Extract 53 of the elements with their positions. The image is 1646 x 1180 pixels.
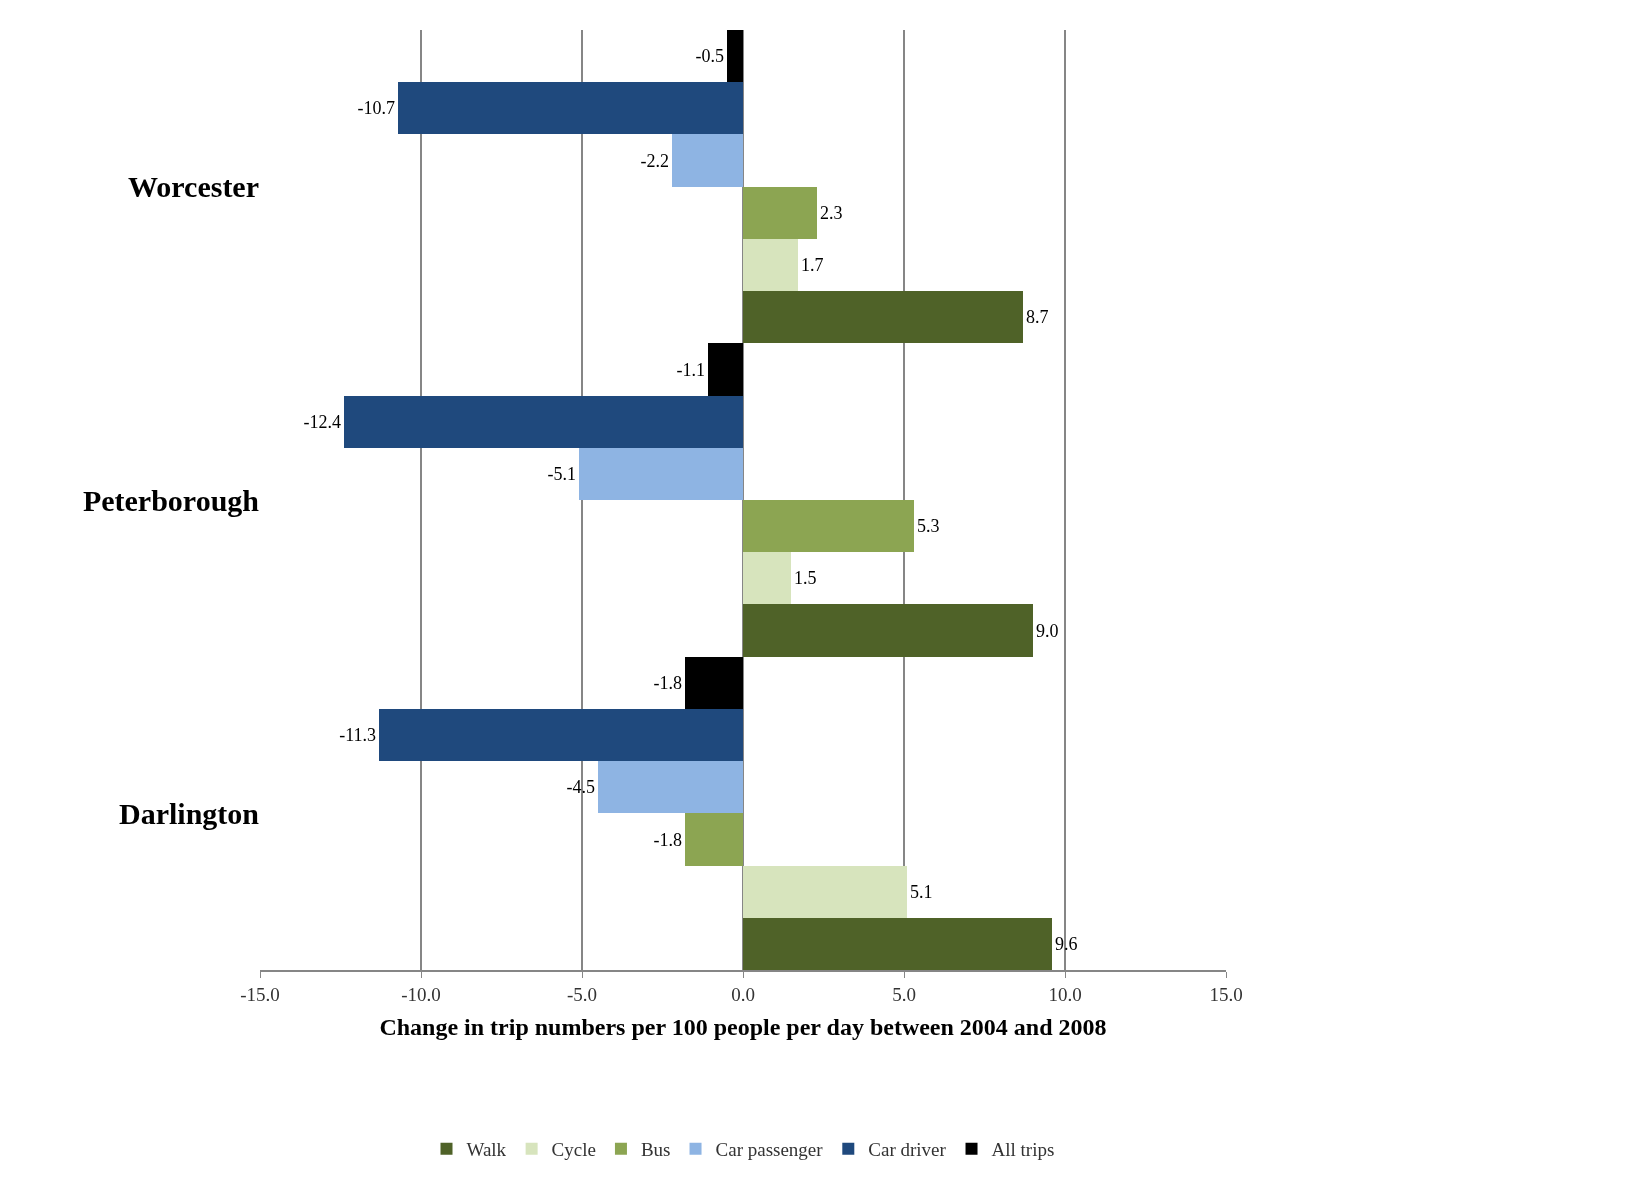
bar [727, 30, 743, 82]
bar [708, 343, 743, 396]
x-tick-label: -10.0 [401, 983, 441, 1005]
bar [685, 813, 743, 866]
bar [344, 396, 743, 448]
data-label: 5.3 [917, 516, 940, 536]
data-label: -1.8 [653, 829, 682, 850]
data-label: -12.4 [303, 412, 341, 432]
data-label: 1.7 [801, 255, 824, 275]
data-label: 9.6 [1055, 934, 1078, 954]
bar [379, 709, 743, 761]
bar [743, 552, 791, 604]
data-label: -11.3 [339, 725, 376, 745]
bar [743, 187, 817, 239]
data-label: -1.1 [676, 359, 705, 380]
bar [743, 604, 1033, 657]
data-label: -2.2 [640, 150, 669, 171]
x-tick-label: 0.0 [731, 983, 755, 1005]
data-label: -4.5 [566, 777, 595, 797]
legend-label: Car driver [868, 1139, 947, 1161]
legend-label: All trips [991, 1139, 1055, 1161]
y-tick-label: Worcester [127, 170, 259, 204]
x-tick-label: 5.0 [892, 983, 916, 1005]
bar [743, 291, 1023, 343]
bar [685, 657, 743, 709]
data-label: 2.3 [820, 203, 843, 223]
y-tick-label: Peterborough [82, 483, 260, 517]
y-tick-label: Darlington [118, 796, 260, 830]
bar [579, 448, 743, 500]
bar [743, 500, 914, 552]
data-label: -0.5 [695, 46, 724, 66]
data-label: 9.0 [1036, 620, 1059, 641]
x-tick-label: 10.0 [1048, 983, 1082, 1005]
bar [398, 82, 743, 134]
bar [743, 239, 798, 291]
x-tick-label: 15.0 [1209, 983, 1243, 1005]
legend-label: Cycle [551, 1139, 596, 1161]
data-label: -10.7 [357, 98, 395, 118]
data-label: 1.5 [794, 568, 817, 588]
data-label: -1.8 [653, 673, 682, 693]
bar [743, 866, 907, 918]
bar [598, 761, 743, 813]
x-tick-label: -15.0 [240, 983, 280, 1005]
x-tick-label: -5.0 [566, 983, 598, 1005]
data-label: 8.7 [1026, 307, 1049, 327]
x-axis-title: Change in trip numbers per 100 people per day between 2004 and 2008 [379, 1014, 1107, 1041]
legend-label: Car passenger [715, 1139, 824, 1161]
data-label: 5.1 [910, 882, 933, 902]
bar [743, 918, 1052, 970]
bar [672, 134, 743, 187]
legend-label: Walk [466, 1139, 507, 1161]
data-label: -5.1 [547, 464, 576, 484]
legend-label: Bus [640, 1139, 671, 1161]
